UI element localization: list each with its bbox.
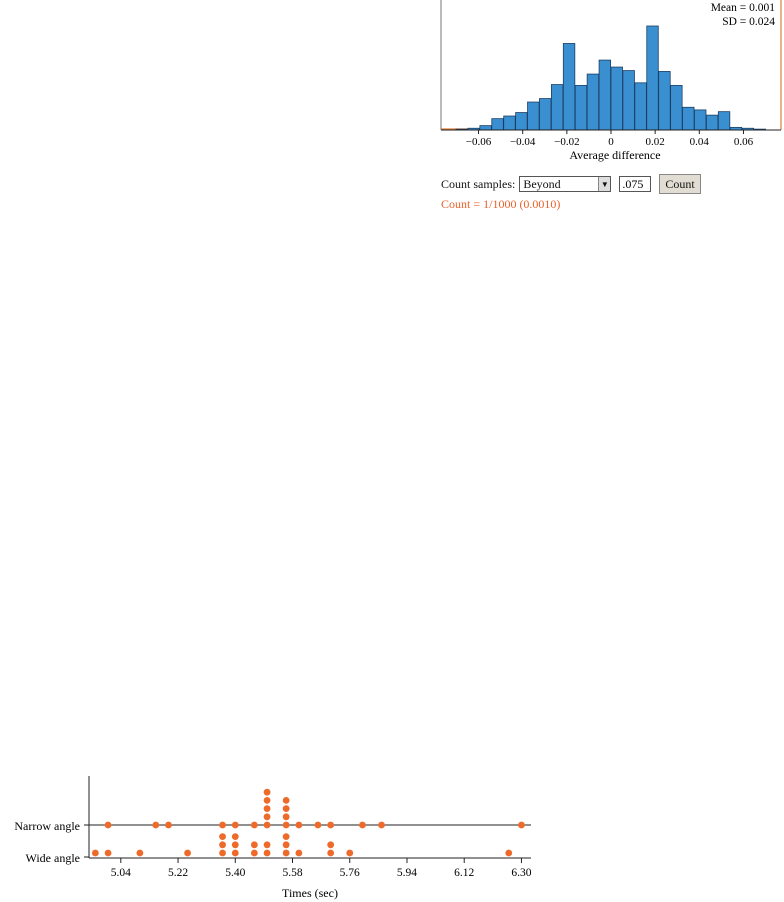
histogram-bar: [515, 112, 528, 131]
dotplot-x-tick-label: 5.58: [282, 867, 302, 879]
dotplot-x-tick-label: 6.30: [511, 867, 531, 879]
narrow-angle-dot: [165, 821, 172, 829]
wide-angle-dot: [219, 841, 226, 849]
narrow-angle-dot: [282, 797, 290, 804]
narrow-angle-dot: [327, 821, 335, 829]
dotplot-x-tick-label: 6.12: [454, 867, 474, 879]
wide-angle-dot: [219, 849, 226, 857]
wide-angle-dot: [282, 833, 290, 840]
wide-angle-dot: [219, 833, 226, 840]
hist-x-axis-label: Average difference: [569, 148, 660, 162]
wide-angle-dot: [250, 841, 258, 849]
histogram-bar: [574, 85, 588, 131]
hist-x-tick-label: −0.04: [510, 136, 536, 148]
histogram-bar: [622, 70, 635, 131]
wide-angle-dot: [505, 849, 513, 857]
narrow-angle-dot: [263, 813, 271, 821]
wide-angle-dot: [295, 849, 303, 857]
hist-x-tick-label: 0.02: [646, 136, 665, 148]
narrow-angle-dot: [263, 805, 271, 812]
histogram-bar: [586, 73, 600, 131]
count-samples-controls: Count samples: Beyond ▼ Count: [441, 174, 701, 194]
hist-x-ticks: −0.06 −0.04 −0.02 0 0.02 0.04 0.06: [466, 130, 754, 148]
hist-x-tick-label: −0.02: [554, 136, 579, 148]
narrow-angle-dot: [282, 805, 290, 812]
narrow-angle-dot: [263, 821, 271, 829]
dotplot-x-axis-label: Times (sec): [282, 886, 338, 900]
wide-angle-dot: [327, 849, 335, 857]
dotplot-x-tick-label: 5.04: [111, 867, 131, 879]
narrow-angle-dot: [359, 821, 366, 829]
wide-angle-dot: [327, 841, 335, 849]
narrow-angle-dot: [152, 821, 160, 829]
wide-angle-dot: [346, 849, 354, 857]
dotplot-x-ticks: 5.04 5.22 5.40 5.58 5.76 5.94 6.12 6.30: [111, 858, 532, 879]
count-mode-selected: Beyond: [523, 176, 561, 191]
count-button[interactable]: Count: [659, 174, 701, 194]
wide-angle-dot: [250, 849, 258, 857]
histogram-bar: [527, 101, 540, 131]
narrow-angle-dot: [282, 813, 290, 821]
narrow-angle-dot: [263, 788, 271, 796]
wide-angle-dot: [184, 849, 191, 857]
histogram-chart: −0.06 −0.04 −0.02 0 0.02 0.04 0.06 Average dif…: [440, 0, 782, 162]
hist-mean-annotation: Mean = 0.001: [711, 2, 776, 14]
histogram-bar: [491, 118, 504, 131]
hist-x-tick-label: 0: [608, 136, 614, 148]
narrow-angle-dot: [314, 821, 322, 829]
dotplot-x-tick-label: 5.76: [340, 867, 360, 879]
narrow-angle-dot: [378, 821, 385, 829]
dotplot-x-tick-label: 5.94: [397, 867, 417, 879]
narrow-angle-dot: [295, 821, 303, 829]
histogram-bar: [717, 111, 731, 131]
histogram-bar: [634, 82, 647, 131]
histogram-bar: [670, 85, 683, 131]
wide-angle-dot: [91, 849, 99, 857]
histogram-bar: [610, 66, 623, 131]
wide-angle-dot: [104, 849, 112, 857]
histogram-bar: [550, 84, 564, 131]
hist-x-tick-label: 0.06: [734, 136, 754, 148]
count-result: Count = 1/1000 (0.0010): [441, 197, 561, 211]
hist-sd-annotation: SD = 0.024: [722, 16, 775, 28]
wide-angle-dot: [282, 841, 290, 849]
narrow-angle-dot: [219, 821, 226, 829]
wide-angle-dot: [282, 849, 290, 857]
histogram-bar: [682, 106, 695, 131]
histogram-bar: [539, 98, 552, 131]
category-label-narrow: Narrow angle: [14, 819, 80, 833]
wide-angle-dot: [231, 833, 239, 840]
narrow-angle-dot: [231, 821, 239, 829]
histogram-bar: [694, 109, 707, 131]
wide-angle-dot: [263, 841, 271, 849]
chevron-down-icon[interactable]: ▼: [598, 177, 611, 191]
narrow-angle-dot: [518, 821, 525, 829]
narrow-angle-dot: [250, 821, 258, 829]
histogram-bar: [658, 71, 671, 131]
wide-angle-dot: [231, 849, 239, 857]
count-mode-select[interactable]: Beyond ▼: [519, 176, 612, 192]
hist-x-tick-label: 0.04: [690, 136, 710, 148]
narrow-angle-dot: [282, 821, 290, 829]
histogram-bar: [598, 59, 612, 131]
narrow-angle-dot: [263, 797, 271, 804]
histogram-bar: [479, 125, 492, 131]
category-label-wide: Wide angle: [26, 851, 81, 865]
histogram-bar: [646, 25, 659, 131]
wide-angle-dot: [263, 849, 271, 857]
threshold-input[interactable]: [619, 176, 652, 192]
histogram-bar: [562, 43, 576, 131]
dotplot-x-tick-label: 5.40: [225, 867, 245, 879]
narrow-angle-dot: [104, 821, 112, 829]
dotplot-x-tick-label: 5.22: [168, 867, 188, 879]
wide-angle-dot: [136, 849, 144, 857]
histogram-bars: [455, 25, 766, 131]
histogram-bar: [705, 114, 719, 131]
count-samples-label: Count samples:: [441, 176, 516, 191]
wide-angle-dot: [231, 841, 239, 849]
hist-x-tick-label: −0.06: [466, 136, 492, 148]
dotplot-points: [91, 788, 525, 857]
dotplot-chart: Narrow angle Wide angle 5.04 5.22 5.40 5.58…: [14, 776, 532, 900]
histogram-bar: [503, 115, 516, 131]
